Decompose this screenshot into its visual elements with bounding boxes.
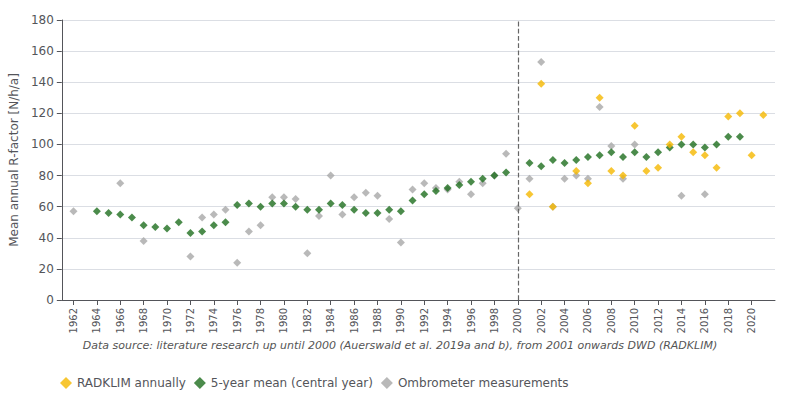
svg-text:80: 80 xyxy=(39,169,54,183)
svg-text:2010: 2010 xyxy=(629,308,640,333)
svg-text:RADKLIM annually: RADKLIM annually xyxy=(77,376,186,390)
svg-text:1968: 1968 xyxy=(138,308,149,333)
svg-text:2012: 2012 xyxy=(653,308,664,333)
svg-text:1992: 1992 xyxy=(419,308,430,333)
svg-text:Mean annual R-factor [N/h/a]: Mean annual R-factor [N/h/a] xyxy=(7,73,21,247)
svg-text:1990: 1990 xyxy=(395,308,406,333)
svg-text:1974: 1974 xyxy=(208,308,219,333)
svg-text:Data source: literature resear: Data source: literature research up unti… xyxy=(83,339,717,352)
svg-text:1986: 1986 xyxy=(349,308,360,333)
svg-text:0: 0 xyxy=(46,293,54,307)
svg-text:1998: 1998 xyxy=(489,308,500,333)
svg-text:120: 120 xyxy=(31,106,54,120)
svg-text:1996: 1996 xyxy=(466,308,477,333)
svg-text:100: 100 xyxy=(31,137,54,151)
svg-text:40: 40 xyxy=(39,231,54,245)
svg-text:2018: 2018 xyxy=(723,308,734,333)
svg-text:1970: 1970 xyxy=(162,308,173,333)
svg-text:160: 160 xyxy=(31,44,54,58)
svg-text:1984: 1984 xyxy=(325,308,336,333)
svg-text:1994: 1994 xyxy=(442,308,453,333)
svg-text:Ombrometer measurements: Ombrometer measurements xyxy=(398,376,569,390)
svg-text:1976: 1976 xyxy=(232,308,243,333)
svg-text:2006: 2006 xyxy=(582,308,593,333)
svg-text:1978: 1978 xyxy=(255,308,266,333)
svg-text:2014: 2014 xyxy=(676,308,687,333)
svg-text:2020: 2020 xyxy=(746,308,757,333)
svg-text:2008: 2008 xyxy=(606,308,617,333)
svg-text:5-year mean (central year): 5-year mean (central year) xyxy=(211,376,373,390)
svg-text:2016: 2016 xyxy=(699,308,710,333)
svg-text:1980: 1980 xyxy=(278,308,289,333)
svg-text:180: 180 xyxy=(31,13,54,27)
svg-text:1962: 1962 xyxy=(68,308,79,333)
svg-text:1964: 1964 xyxy=(91,308,102,333)
svg-text:2004: 2004 xyxy=(559,308,570,333)
svg-text:60: 60 xyxy=(39,200,54,214)
svg-text:140: 140 xyxy=(31,75,54,89)
svg-text:1972: 1972 xyxy=(185,308,196,333)
svg-text:1988: 1988 xyxy=(372,308,383,333)
svg-text:20: 20 xyxy=(39,262,54,276)
svg-text:1982: 1982 xyxy=(302,308,313,333)
svg-text:2002: 2002 xyxy=(536,308,547,333)
svg-text:2000: 2000 xyxy=(512,308,523,333)
svg-text:1966: 1966 xyxy=(115,308,126,333)
